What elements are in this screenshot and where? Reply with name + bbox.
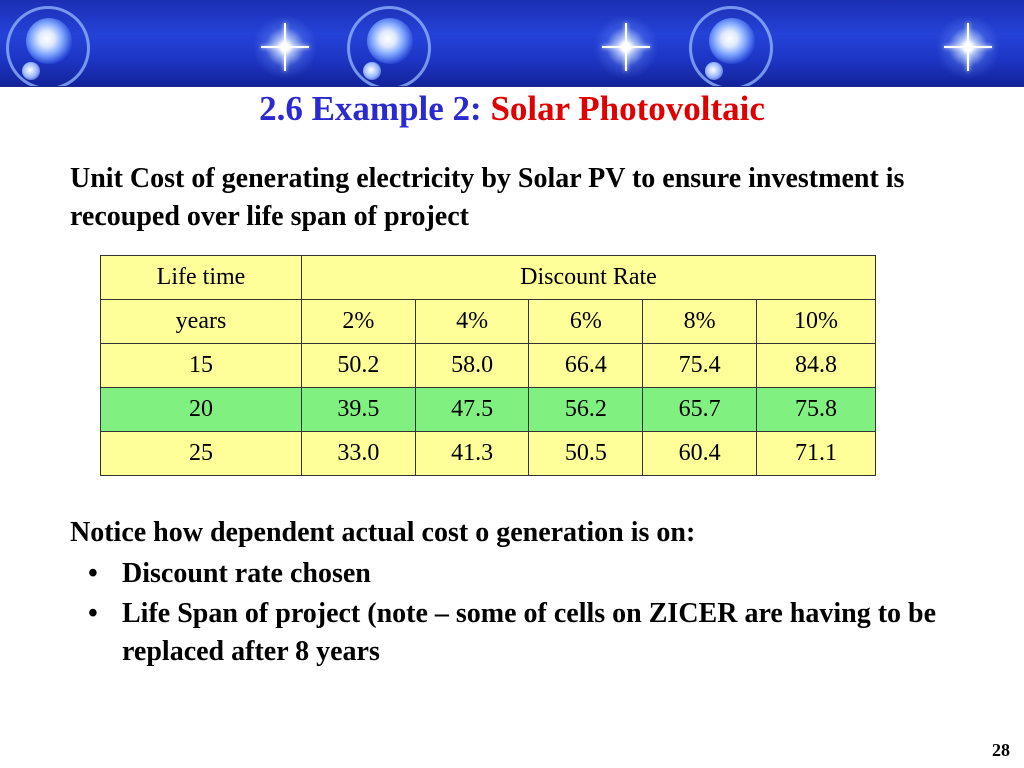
title-prefix: 2.6 Example 2:: [259, 89, 482, 128]
rate-header: 2%: [301, 299, 416, 344]
intro-text: Unit Cost of generating electricity by S…: [70, 163, 905, 232]
table-row-highlighted: 20 39.5 47.5 56.2 65.7 75.8: [100, 387, 877, 432]
page-number: 28: [992, 740, 1010, 760]
bullet-list: • Discount rate chosen • Life Span of pr…: [86, 555, 966, 673]
table-cell: 56.2: [528, 387, 644, 432]
planet-icon: [367, 18, 414, 64]
table-cell: 39.5: [301, 387, 416, 432]
rate-header: 8%: [642, 299, 757, 344]
table-cell: 50.2: [301, 343, 416, 388]
bullet-icon: •: [88, 598, 98, 629]
rate-header: 6%: [528, 299, 644, 344]
bullet-text: Life Span of project (note – some of cel…: [122, 598, 937, 667]
table-cell: 75.4: [642, 343, 757, 388]
list-item: • Discount rate chosen: [86, 555, 966, 593]
planet-icon: [708, 18, 755, 64]
table-cell: 58.0: [414, 343, 530, 388]
star-icon: [591, 12, 662, 82]
notice-text: Notice how dependent actual cost o gener…: [70, 517, 696, 548]
orbit-ring-icon: [347, 6, 432, 86]
moon-icon: [704, 62, 723, 80]
table-cell: 50.5: [528, 431, 644, 476]
header-discount-rate: Discount Rate: [301, 255, 876, 300]
banner-tile: [682, 0, 1024, 86]
bullet-text: Discount rate chosen: [122, 558, 371, 589]
table-cell: 65.7: [642, 387, 757, 432]
star-icon: [932, 12, 1003, 82]
unit-cost-table: Life time Discount Rate years 2% 4% 6% 8…: [100, 255, 877, 476]
list-item: • Life Span of project (note – some of c…: [86, 595, 966, 671]
banner-tile: [0, 0, 342, 86]
moon-icon: [22, 62, 40, 80]
banner-tile: [341, 0, 683, 86]
table-cell: 60.4: [642, 431, 757, 476]
star-icon: [250, 12, 320, 82]
moon-icon: [363, 62, 382, 80]
header-life-time: Life time: [100, 255, 302, 300]
planet-icon: [26, 18, 72, 64]
table-cell: 71.1: [755, 431, 877, 476]
rate-header: 4%: [414, 299, 530, 344]
table-cell: 33.0: [301, 431, 416, 476]
table-cell: 41.3: [414, 431, 530, 476]
orbit-ring-icon: [688, 6, 773, 86]
rate-header: 10%: [755, 299, 877, 344]
orbit-ring-icon: [6, 6, 90, 86]
table-cell: 75.8: [755, 387, 877, 432]
table-cell: 47.5: [414, 387, 530, 432]
bullet-icon: •: [88, 558, 98, 589]
table-cell: 84.8: [755, 343, 877, 388]
slide-title: 2.6 Example 2: Solar Photovoltaic: [0, 88, 1024, 130]
table-row: 15 50.2 58.0 66.4 75.4 84.8: [100, 343, 877, 388]
table-cell: 66.4: [528, 343, 644, 388]
table-row: 25 33.0 41.3 50.5 60.4 71.1: [100, 431, 877, 476]
table-header-row: Life time Discount Rate: [100, 255, 876, 300]
row-years: 20: [100, 387, 302, 432]
header-banner: [0, 0, 1024, 87]
table-subheader-row: years 2% 4% 6% 8% 10%: [100, 299, 877, 344]
row-years: 25: [100, 431, 302, 476]
row-years: 15: [100, 343, 302, 388]
subheader-years: years: [100, 299, 302, 344]
title-highlight: Solar Photovoltaic: [490, 89, 765, 128]
